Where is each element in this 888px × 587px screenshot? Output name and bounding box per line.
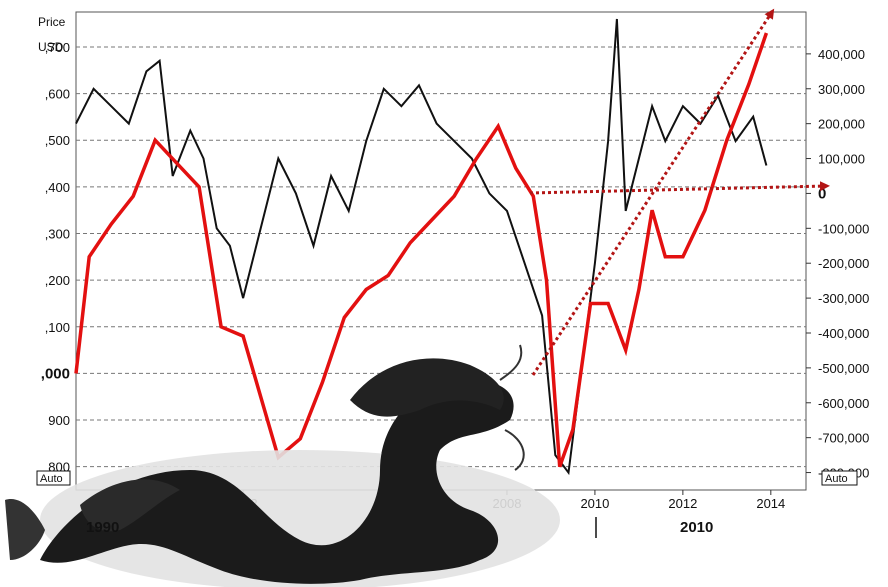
- auto-box-right[interactable]: Auto: [821, 470, 858, 486]
- left-axis-title-line2: USD: [38, 40, 64, 54]
- right-tick-label: 300,000: [818, 82, 865, 97]
- right-tick-label: 0: [818, 185, 826, 202]
- right-tick-label: -100,000: [818, 221, 869, 236]
- trend-arrow-flat: [529, 181, 830, 195]
- era-label-right: 2010: [680, 519, 713, 536]
- era-label-left: 1990: [86, 519, 119, 536]
- left-tick-label: ,600: [45, 87, 70, 102]
- right-tick-label: -200,000: [818, 256, 869, 271]
- right-tick-label: 400,000: [818, 47, 865, 62]
- left-tick-label: ,400: [45, 180, 70, 195]
- trend-arrow-up: [531, 8, 775, 376]
- right-tick-label: -400,000: [818, 326, 869, 341]
- left-tick-label: ,200: [45, 273, 70, 288]
- left-tick-label: ,700: [45, 40, 70, 55]
- auto-label-right: Auto: [825, 473, 848, 485]
- right-tick-label: -300,000: [818, 291, 869, 306]
- right-tick-label: 200,000: [818, 117, 865, 132]
- right-tick-label: -500,000: [818, 361, 869, 376]
- left-tick-label: 900: [48, 413, 70, 428]
- left-tick-label: ,100: [45, 320, 70, 335]
- right-tick-label: 100,000: [818, 152, 865, 167]
- left-tick-label: ,000: [41, 365, 70, 382]
- x-tick-label: 2012: [668, 496, 697, 511]
- right-tick-label: -700,000: [818, 431, 869, 446]
- left-tick-label: ,300: [45, 227, 70, 242]
- left-axis-title-line1: Price: [38, 15, 66, 29]
- left-tick-label: ,500: [45, 133, 70, 148]
- right-axis-ticks: 400,000 300,000 200,000 100,000 0 -100,000 -20…: [806, 47, 869, 481]
- black-series-line: [75, 18, 768, 476]
- x-tick-label: 2010: [580, 496, 609, 511]
- red-series-line: [74, 32, 769, 468]
- auto-label-left: Auto: [40, 473, 63, 485]
- auto-box-left[interactable]: Auto: [36, 470, 71, 486]
- dragon-illustration: [5, 344, 560, 587]
- right-tick-label: -600,000: [818, 396, 869, 411]
- x-tick-label: 2014: [756, 496, 785, 511]
